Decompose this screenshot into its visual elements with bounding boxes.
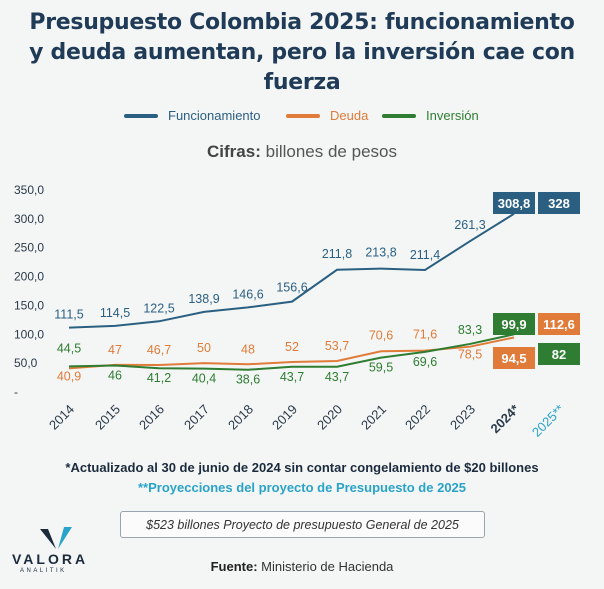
x-tick-label: 2024*	[487, 401, 522, 436]
logo-subname: ANALITIK	[20, 568, 67, 574]
legend-label-inversion: Inversión	[426, 108, 479, 123]
valora-logo: VALORA ANALITIK	[12, 525, 88, 575]
budget-total-box: $523 billones Proyecto de presupuesto Ge…	[120, 511, 485, 538]
x-tick-label: 2020	[314, 402, 345, 433]
x-tick-label: 2019	[269, 402, 300, 433]
legend-label-funcionamiento: Funcionamiento	[168, 108, 261, 123]
data-label-deuda: 47	[108, 343, 122, 357]
data-label-inversion-2025: 82	[552, 347, 566, 362]
data-label-funcionamiento: 211,4	[410, 248, 440, 262]
series-line-inversion	[68, 333, 515, 371]
data-label-funcionamiento: 111,5	[54, 308, 83, 322]
data-label-deuda-2024-box	[493, 347, 535, 369]
data-label-inversion: 69,6	[413, 355, 437, 369]
chart-subtitle: Cifras: billones de pesos	[0, 142, 604, 162]
legend-item-deuda: Deuda	[286, 108, 368, 123]
data-label-funcionamiento: 213,8	[365, 246, 396, 260]
footnote-updated: *Actualizado al 30 de junio de 2024 sin …	[65, 460, 539, 475]
data-label-funcionamiento-2025: 328	[548, 196, 570, 211]
data-label-funcionamiento-2024-box	[493, 192, 535, 214]
y-tick-label: 100,0	[14, 327, 44, 341]
data-label-funcionamiento: 146,6	[232, 287, 263, 301]
data-label-deuda-2024: 94,5	[501, 351, 526, 366]
data-label-funcionamiento: 261,3	[454, 218, 485, 232]
subtitle-rest: billones de pesos	[265, 142, 397, 161]
title-line-2: y deuda aumentan, pero la inversión cae …	[29, 40, 575, 95]
y-tick-label: 300,0	[14, 212, 44, 226]
line-chart: 350,0 300,0 250,0 200,0 150,0 100,0 50,0 - 2014 2…	[14, 183, 580, 440]
data-label-inversion: 59,5	[369, 361, 393, 375]
data-label-deuda-2025: 112,6	[543, 317, 575, 332]
x-tick-label: 2023	[447, 402, 478, 433]
data-label-deuda: 70,6	[369, 328, 393, 342]
data-label-inversion: 83,3	[458, 323, 482, 337]
source-text: Ministerio de Hacienda	[261, 559, 394, 574]
legend-swatch-deuda	[286, 113, 320, 118]
data-label-inversion: 38,6	[236, 373, 260, 387]
data-label-inversion: 43,7	[325, 370, 349, 384]
data-label-deuda: 71,6	[413, 328, 437, 342]
data-label-funcionamiento: 156,6	[276, 281, 307, 295]
data-label-inversion: 40,4	[192, 372, 216, 386]
y-tick-label: -	[14, 385, 18, 399]
data-label-deuda: 78,5	[458, 348, 482, 362]
data-label-deuda: 53,7	[325, 339, 349, 353]
x-tick-label: 2025**	[529, 402, 567, 440]
logo-name: VALORA	[12, 551, 89, 567]
y-tick-label: 150,0	[14, 298, 44, 312]
legend-label-deuda: Deuda	[330, 108, 369, 123]
data-label-funcionamiento: 114,5	[100, 306, 130, 320]
data-label-inversion: 41,2	[147, 371, 171, 385]
data-label-inversion-2025-box	[538, 343, 580, 365]
source-line: Fuente: Ministerio de Hacienda	[0, 559, 604, 574]
x-tick-label: 2021	[358, 402, 389, 433]
data-label-funcionamiento: 138,9	[188, 292, 219, 306]
footnote-projections: **Proyecciones del proyecto de Presupues…	[137, 480, 467, 495]
data-label-deuda: 48	[241, 342, 255, 356]
series-line-funcionamiento	[68, 212, 515, 329]
data-label-deuda: 46,7	[147, 343, 171, 357]
data-label-funcionamiento-2024: 308,8	[498, 196, 531, 211]
data-label-deuda: 40,9	[57, 369, 81, 383]
x-tick-label: 2014	[46, 402, 77, 433]
data-label-deuda: 50	[197, 341, 211, 355]
x-tick-label: 2018	[225, 402, 256, 433]
budget-total-text: $523 billones Proyecto de presupuesto Ge…	[146, 517, 459, 532]
y-tick-label: 50,0	[14, 356, 38, 370]
chart-title: Presupuesto Colombia 2025: funcionamient…	[0, 8, 604, 98]
y-tick-label: 350,0	[14, 183, 44, 197]
data-label-inversion-2024: 99,9	[501, 317, 526, 332]
data-label-inversion: 43,7	[280, 370, 304, 384]
data-label-funcionamiento: 211,8	[322, 247, 352, 261]
data-label-inversion: 46	[108, 368, 122, 382]
subtitle-bold: Cifras:	[207, 142, 261, 161]
x-tick-label: 2015	[92, 402, 123, 433]
data-label-inversion-2024-box	[493, 313, 535, 335]
title-line-1: Presupuesto Colombia 2025: funcionamient…	[29, 10, 575, 35]
data-label-deuda-2025-box	[538, 313, 580, 335]
legend-item-inversion: Inversión	[382, 108, 479, 123]
legend-item-funcionamiento: Funcionamiento	[124, 108, 261, 123]
data-label-funcionamiento: 122,5	[143, 301, 174, 315]
legend: Funcionamiento Deuda Inversión	[0, 108, 604, 128]
x-tick-label: 2017	[181, 402, 212, 433]
y-tick-label: 200,0	[14, 270, 44, 284]
legend-swatch-inversion	[382, 113, 416, 118]
source-bold: Fuente:	[210, 559, 258, 574]
data-label-inversion: 44,5	[57, 341, 81, 355]
y-tick-label: 250,0	[14, 241, 44, 255]
x-tick-label: 2016	[136, 402, 167, 433]
data-label-funcionamiento-2025-box	[538, 192, 580, 214]
x-tick-label: 2022	[402, 402, 433, 433]
data-label-deuda: 52	[285, 340, 299, 354]
legend-swatch-funcionamiento	[124, 113, 158, 118]
logo-mark-icon	[40, 527, 72, 549]
